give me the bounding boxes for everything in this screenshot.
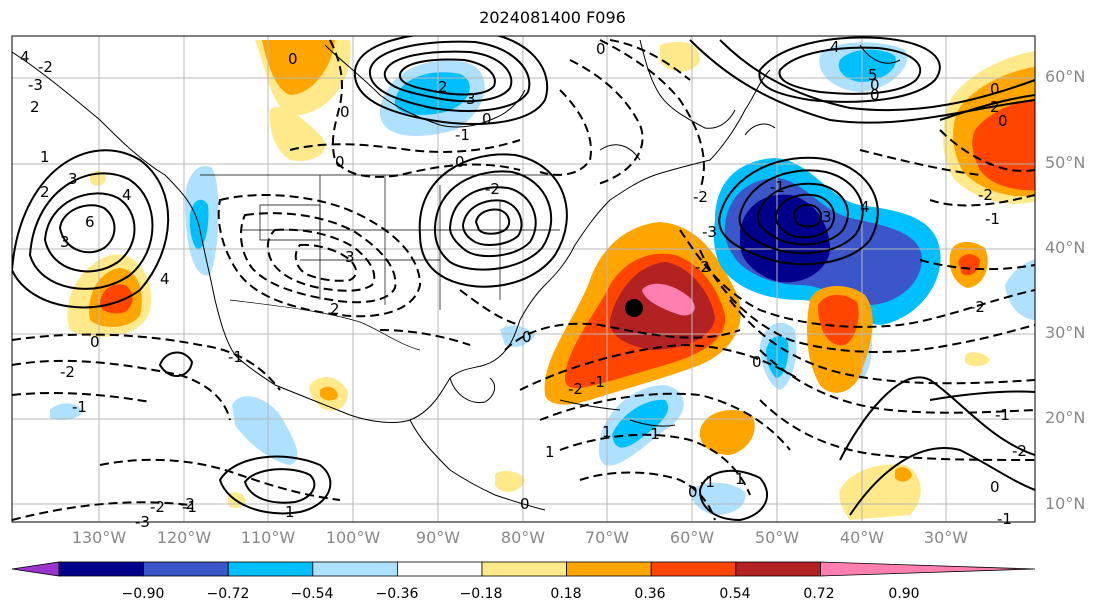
lon-label-80w: 80°W [500, 528, 546, 547]
warm-anomaly [818, 294, 859, 346]
political-borders [200, 174, 560, 351]
colorbar-tick: 0.54 [719, 586, 751, 602]
colorbar-tick: −0.18 [459, 586, 503, 602]
lon-label-70w: 70°W [584, 528, 630, 547]
colorbar-tick: −0.36 [375, 586, 419, 602]
lat-label-20: 20°N [1045, 408, 1086, 427]
cool-anomaly [232, 396, 298, 465]
cool-anomaly [50, 403, 82, 420]
contour-lines-dashed [12, 39, 1035, 521]
lon-label-50w: 50°W [754, 528, 800, 547]
lat-label-10: 10°N [1045, 494, 1086, 513]
cool-anomaly [740, 194, 830, 283]
colorbar-segment [481, 561, 567, 577]
cool-anomaly [500, 325, 535, 347]
colorbar-segment [58, 561, 144, 577]
colorbar-segment [735, 561, 821, 577]
lon-label-120w: 120°W [156, 528, 212, 547]
colorbar-tick: −0.72 [206, 586, 250, 602]
warm-anomaly [269, 106, 326, 161]
cool-anomaly [612, 399, 669, 448]
colorbar-segment [396, 561, 483, 577]
map-title: 2024081400 F096 [479, 8, 626, 27]
colorbar-extend-low [11, 561, 60, 577]
lon-label-60w: 60°W [669, 528, 715, 547]
lon-label-110w: 110°W [240, 528, 296, 547]
coastlines [12, 39, 901, 511]
warm-anomaly [100, 284, 133, 314]
colorbar-tick: −0.90 [121, 586, 165, 602]
contour-lines [12, 36, 1035, 522]
warm-anomaly [965, 352, 990, 367]
colorbar [11, 561, 1036, 577]
warm-anomaly [699, 410, 755, 455]
warm-anomaly [642, 283, 695, 316]
lat-label-60: 60°N [1045, 67, 1086, 86]
cool-anomaly [838, 49, 896, 82]
colorbar-tick: 0.90 [888, 586, 920, 602]
cool-anomaly [690, 482, 746, 515]
warm-anomaly [972, 98, 1035, 191]
colorbar-tick: −0.54 [290, 586, 334, 602]
colorbar-segment [143, 561, 229, 577]
colorbar-segment [227, 561, 314, 577]
cool-anomaly [1005, 259, 1035, 321]
lon-label-130w: 130°W [71, 528, 127, 547]
lat-label-30: 30°N [1045, 323, 1086, 342]
forecast-point-marker [625, 299, 643, 317]
lat-label-50: 50°N [1045, 153, 1086, 172]
colorbar-segment [566, 561, 652, 577]
warm-anomaly [495, 470, 525, 492]
lon-label-40w: 40°W [839, 528, 885, 547]
warm-anomaly [958, 254, 980, 276]
warm-anomaly [320, 386, 338, 401]
map-border [11, 35, 1036, 523]
lon-label-90w: 90°W [415, 528, 461, 547]
colorbar-extend-high [820, 561, 1036, 577]
lon-label-100w: 100°W [325, 528, 381, 547]
colorbar-segment [650, 561, 737, 577]
lon-label-30w: 30°W [923, 528, 969, 547]
colorbar-tick: 0.72 [803, 586, 835, 602]
colorbar-tick: 0.18 [550, 586, 582, 602]
lat-label-40: 40°N [1045, 238, 1086, 257]
warm-anomaly [262, 40, 335, 95]
warm-anomaly [895, 467, 912, 482]
colorbar-tick: 0.36 [634, 586, 666, 602]
colorbar-segment [312, 561, 398, 577]
